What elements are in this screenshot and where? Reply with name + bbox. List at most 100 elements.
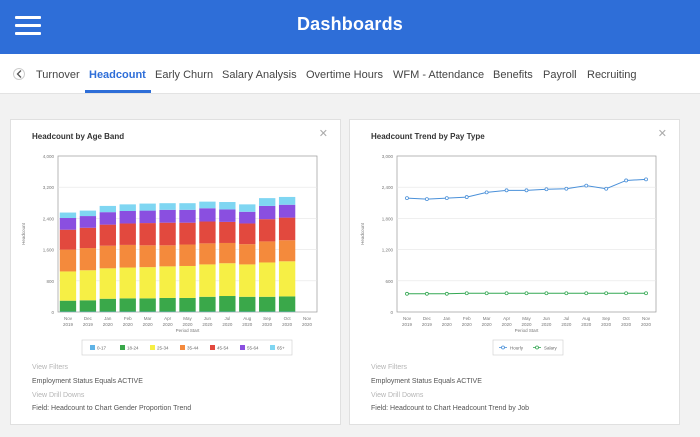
close-icon[interactable]: ✕ [318,128,328,140]
view-drill-downs-link[interactable]: View Drill Downs [371,392,424,399]
tab-headcount[interactable]: Headcount [89,69,146,81]
bar-segment [239,204,256,212]
x-tick-label: 2020 [541,322,552,327]
y-tick-label: 4,000 [43,154,55,159]
bar-segment [139,298,156,312]
legend-swatch [180,345,185,350]
data-point [484,291,489,296]
x-tick-label: Apr [503,316,511,321]
bar-segment [179,203,196,210]
x-tick-label: Aug [243,316,252,321]
x-tick-label: 2020 [601,322,612,327]
x-tick-label: Nov [403,316,412,321]
data-point [644,291,648,296]
menu-icon[interactable] [15,14,41,36]
y-tick-label: 800 [46,279,54,284]
legend-label: 35-44 [187,346,199,351]
bar-segment [278,240,296,262]
legend-label: 0-17 [97,346,107,351]
bar-segment [119,267,136,299]
chart-card-age-band: Headcount by Age Band ✕ 0 800 1,600 2,400 3,… [10,119,341,425]
filter-text: Employment Status Equals ACTIVE [32,378,143,385]
chevron-left-icon[interactable] [13,68,25,80]
x-tick-label: Mar [483,316,491,321]
bar-segment [99,205,116,213]
view-filters-link[interactable]: View Filters [32,364,69,371]
bar-segment [239,264,256,297]
x-axis-label: Period Start [515,328,540,333]
legend [81,339,293,356]
x-tick-label: 2019 [422,322,433,327]
bar-segment [219,209,236,222]
x-tick-label: Feb [124,316,132,321]
data-point [484,190,489,195]
data-point [444,291,449,296]
bar-segment [219,202,236,210]
legend [492,339,564,356]
bar-segment [159,266,176,298]
view-drill-downs-link[interactable]: View Drill Downs [32,392,85,399]
data-point [604,186,609,191]
tab-wfm-attendance[interactable]: WFM - Attendance [393,69,485,81]
legend-swatch [120,345,125,350]
legend-label: 18-24 [127,346,139,351]
x-tick-label: 2020 [143,322,154,327]
x-tick-label: 2020 [521,322,532,327]
legend-label: 55-64 [247,346,259,351]
bar-segment [139,223,156,246]
bar-segment [239,223,256,245]
bar-segment [59,249,77,272]
y-tick-label: 3,200 [43,185,55,190]
tab-turnover[interactable]: Turnover [36,69,80,81]
tab-recruiting[interactable]: Recruiting [587,69,637,81]
close-icon[interactable]: ✕ [657,128,667,140]
x-tick-label: Nov [303,316,312,321]
bar-segment [139,210,156,224]
legend-swatch [150,345,155,350]
y-tick-label: 600 [385,279,393,284]
bar-segment [159,245,176,267]
y-tick-label: 2,400 [43,216,55,221]
bar-segment [239,211,256,224]
legend-marker [535,345,539,350]
legend-label: Salary [544,346,558,351]
tab-payroll[interactable]: Payroll [543,69,577,81]
tab-benefits[interactable]: Benefits [493,69,533,81]
y-tick-label: 0 [51,310,54,315]
bar-segment [179,222,196,245]
view-filters-link[interactable]: View Filters [371,364,408,371]
bar-segment [199,208,216,222]
x-tick-label: Apr [164,316,172,321]
bar-segment [199,264,216,297]
legend-marker [501,345,505,350]
bar-segment [179,297,196,312]
bar-segment [79,227,97,249]
bar-segment [119,210,136,224]
data-point [564,186,569,191]
y-tick-label: 1,600 [43,248,55,253]
tab-early-churn[interactable]: Early Churn [155,69,214,81]
data-point [604,291,609,296]
headcount-trend-by-pay-type-chart: 06001,2001,8002,4003,000Nov2019Dec2019Ja… [360,154,657,356]
tab-salary-analysis[interactable]: Salary Analysis [222,69,297,81]
x-tick-label: Jul [224,316,230,321]
x-tick-label: 2019 [402,322,413,327]
x-tick-label: Jan [104,316,112,321]
tab-bar: Turnover Headcount Early Churn Salary An… [0,54,700,94]
tab-overtime-hours[interactable]: Overtime Hours [306,69,384,81]
bar-segment [99,245,116,269]
x-tick-label: 2020 [242,322,253,327]
x-tick-label: 2020 [202,322,213,327]
x-tick-label: Nov [64,316,73,321]
x-tick-label: Feb [463,316,471,321]
data-point [405,196,409,201]
legend-label: 25-34 [157,346,169,351]
legend-swatch [270,345,275,350]
data-point [624,178,629,183]
legend-swatch [240,345,245,350]
x-tick-label: 2020 [621,322,632,327]
x-tick-label: 2020 [262,322,273,327]
legend-label: 45-54 [217,346,229,351]
field-text: Field: Headcount to Chart Headcount Tren… [371,405,529,412]
x-tick-label: Nov [642,316,651,321]
